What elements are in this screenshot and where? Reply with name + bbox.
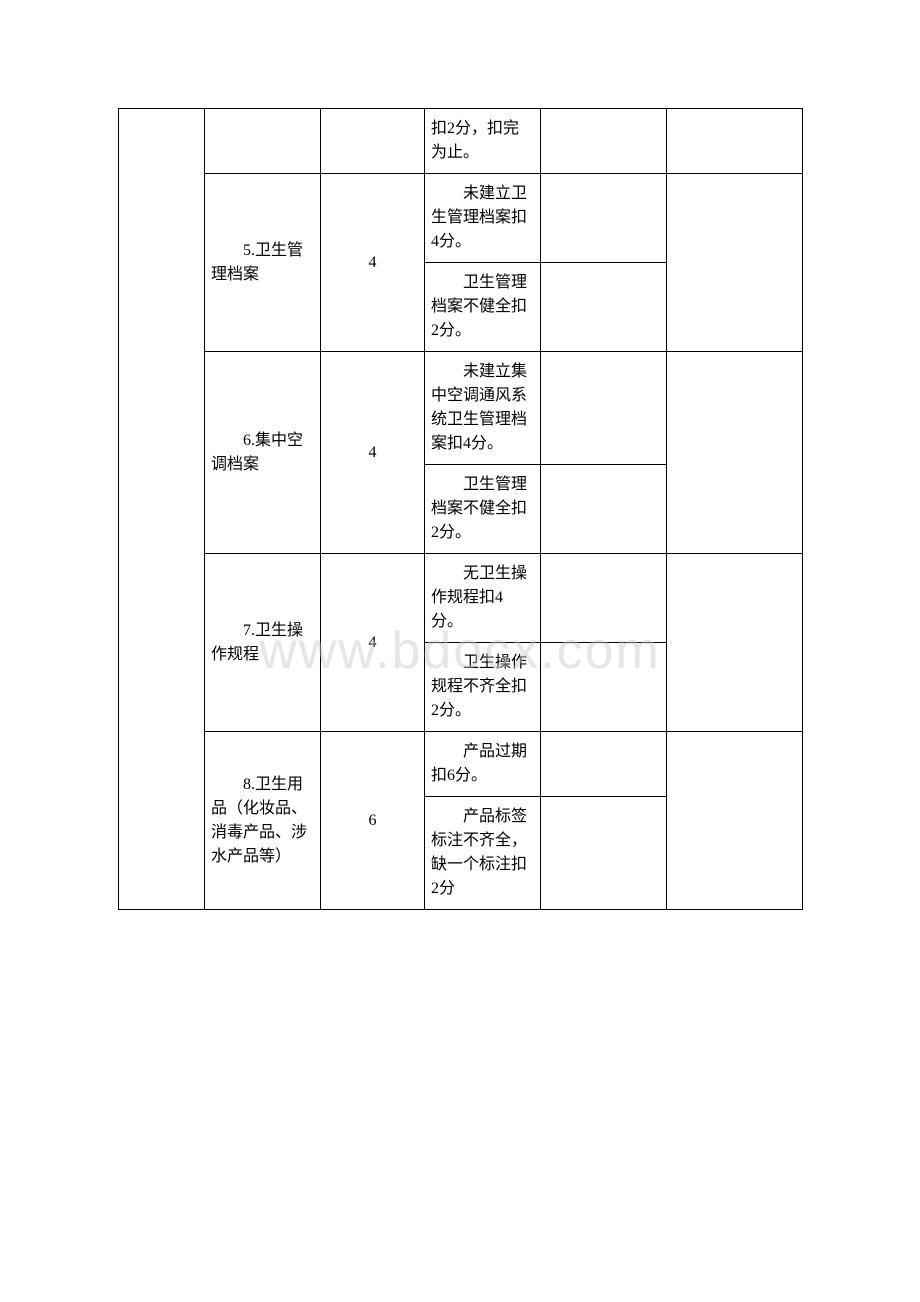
category-cell (119, 109, 205, 910)
criteria-text: 未建立集中空调通风系统卫生管理档案扣4分。 (431, 360, 534, 456)
criteria-text: 产品标签标注不齐全，缺一个标注扣2分 (431, 805, 534, 901)
criteria-text: 产品过期扣6分。 (431, 740, 534, 788)
table-row: 7.卫生操作规程 4 无卫生操作规程扣4分。 (119, 554, 803, 643)
scoring-table: 扣2分，扣完为止。 5.卫生管理档案 4 未建立卫生管理档案扣4分。 卫生管理档… (118, 108, 803, 910)
item-cell: 8.卫生用品（化妆品、消毒产品、涉水产品等） (205, 732, 321, 910)
blank-cell (667, 352, 803, 554)
blank-cell (667, 732, 803, 910)
item-text: 7.卫生操作规程 (211, 619, 314, 667)
criteria-cell: 卫生管理档案不健全扣2分。 (425, 465, 541, 554)
score-cell: 4 (321, 174, 425, 352)
criteria-cell: 产品过期扣6分。 (425, 732, 541, 797)
blank-cell (667, 174, 803, 352)
item-cell: 7.卫生操作规程 (205, 554, 321, 732)
score-text: 4 (369, 634, 377, 651)
blank-cell (541, 643, 667, 732)
blank-cell (541, 732, 667, 797)
table-row: 6.集中空调档案 4 未建立集中空调通风系统卫生管理档案扣4分。 (119, 352, 803, 465)
item-text: 5.卫生管理档案 (211, 239, 314, 287)
item-text: 6.集中空调档案 (211, 429, 314, 477)
score-cell: 6 (321, 732, 425, 910)
criteria-cell: 产品标签标注不齐全，缺一个标注扣2分 (425, 797, 541, 910)
criteria-cell: 未建立集中空调通风系统卫生管理档案扣4分。 (425, 352, 541, 465)
score-text: 4 (369, 444, 377, 461)
criteria-text: 卫生管理档案不健全扣2分。 (431, 271, 534, 343)
blank-cell (541, 263, 667, 352)
item-text: 8.卫生用品（化妆品、消毒产品、涉水产品等） (211, 773, 314, 869)
blank-cell (667, 109, 803, 174)
item-cell: 5.卫生管理档案 (205, 174, 321, 352)
score-cell: 4 (321, 352, 425, 554)
criteria-cell: 无卫生操作规程扣4分。 (425, 554, 541, 643)
blank-cell (541, 465, 667, 554)
score-cell: 4 (321, 554, 425, 732)
table-row: 5.卫生管理档案 4 未建立卫生管理档案扣4分。 (119, 174, 803, 263)
criteria-cell: 扣2分，扣完为止。 (425, 109, 541, 174)
item-cell (205, 109, 321, 174)
criteria-text: 扣2分，扣完为止。 (431, 120, 519, 161)
score-text: 6 (369, 812, 377, 829)
criteria-text: 未建立卫生管理档案扣4分。 (431, 182, 534, 254)
criteria-text: 无卫生操作规程扣4分。 (431, 562, 534, 634)
score-cell (321, 109, 425, 174)
criteria-text: 卫生管理档案不健全扣2分。 (431, 473, 534, 545)
blank-cell (541, 554, 667, 643)
score-text: 4 (369, 254, 377, 271)
blank-cell (541, 797, 667, 910)
criteria-cell: 卫生管理档案不健全扣2分。 (425, 263, 541, 352)
scoring-table-container: 扣2分，扣完为止。 5.卫生管理档案 4 未建立卫生管理档案扣4分。 卫生管理档… (118, 108, 802, 910)
blank-cell (541, 109, 667, 174)
blank-cell (541, 174, 667, 263)
criteria-cell: 卫生操作规程不齐全扣2分。 (425, 643, 541, 732)
table-row: 8.卫生用品（化妆品、消毒产品、涉水产品等） 6 产品过期扣6分。 (119, 732, 803, 797)
criteria-cell: 未建立卫生管理档案扣4分。 (425, 174, 541, 263)
blank-cell (541, 352, 667, 465)
table-row: 扣2分，扣完为止。 (119, 109, 803, 174)
blank-cell (667, 554, 803, 732)
item-cell: 6.集中空调档案 (205, 352, 321, 554)
criteria-text: 卫生操作规程不齐全扣2分。 (431, 651, 534, 723)
